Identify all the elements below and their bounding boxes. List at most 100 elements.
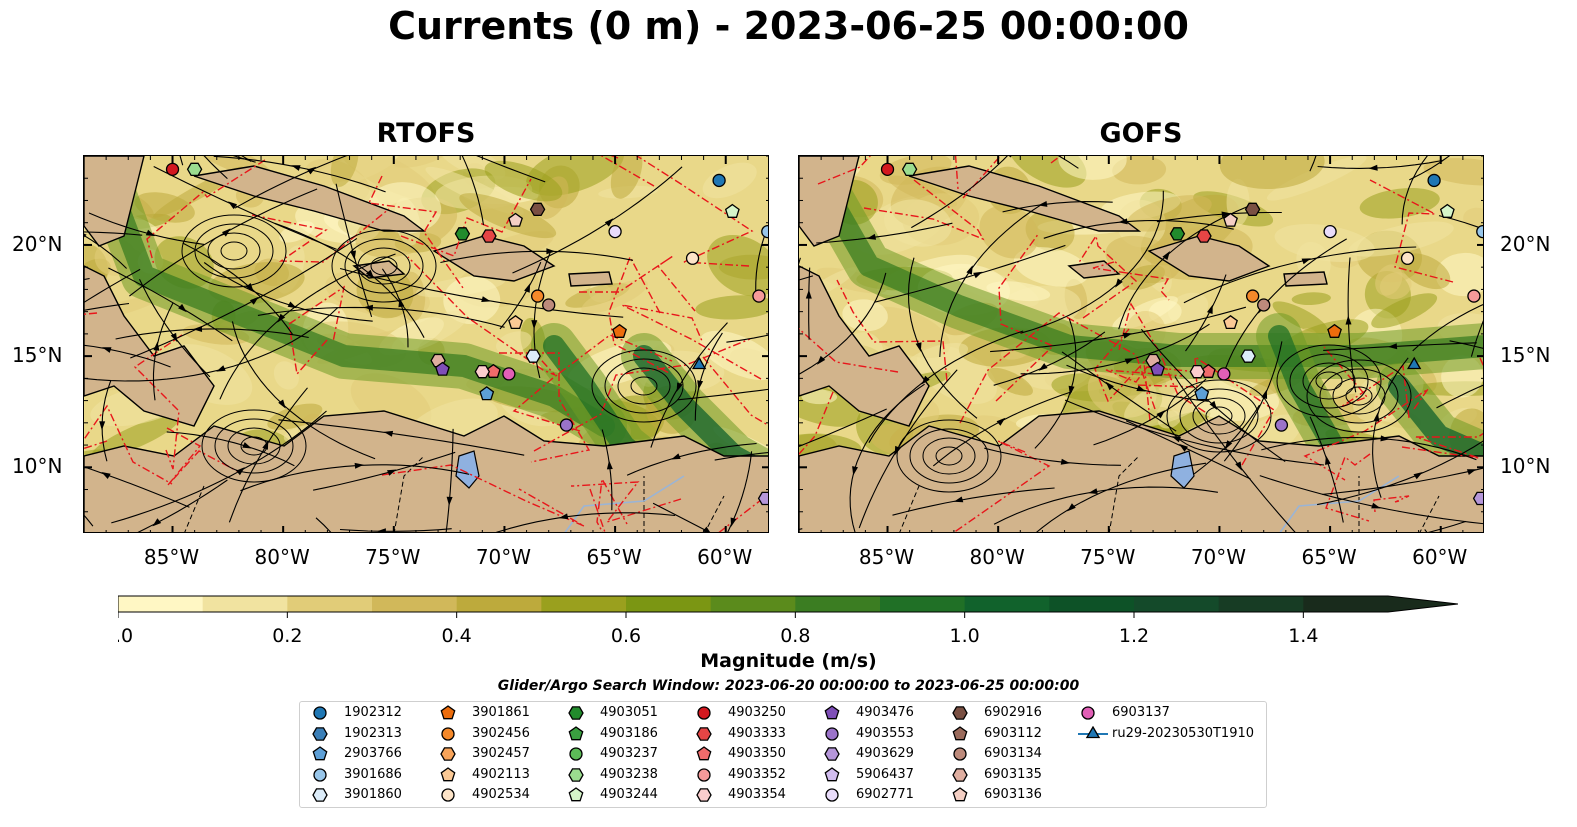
float-4902113 — [508, 314, 523, 330]
legend-marker — [696, 746, 712, 761]
float-3902456 — [1245, 289, 1260, 303]
search-window-label: Glider/Argo Search Window: 2023-06-20 00… — [497, 678, 1080, 694]
legend-label: 6903112 — [984, 725, 1042, 741]
x-tick-label: 85°W — [143, 545, 200, 569]
legend-marker — [568, 768, 584, 782]
float-3901860 — [1240, 349, 1256, 363]
colorbar-tick-label: 1.4 — [1288, 625, 1318, 647]
float-6903134 — [542, 298, 556, 312]
colorbar-segment — [795, 596, 881, 612]
colorbar-segment — [287, 596, 373, 612]
legend-marker — [824, 766, 840, 782]
legend-label: 4903629 — [856, 746, 914, 762]
x-tick-label: 80°W — [969, 545, 1025, 569]
colorbar-segment — [202, 596, 288, 612]
float-6902771 — [1323, 224, 1337, 239]
x-tick-label: 85°W — [858, 545, 915, 569]
legend-marker — [824, 747, 840, 761]
legend-label: 4903476 — [856, 705, 914, 720]
float-1902312 — [1427, 173, 1441, 188]
float-6903136 — [508, 212, 523, 227]
y-tick-label-right: 15°N — [1500, 343, 1551, 368]
legend-label: 4903051 — [600, 705, 658, 720]
float-4902534 — [685, 251, 700, 265]
float-4903250 — [880, 162, 895, 176]
colorbar-label: Magnitude (m/s) — [700, 650, 877, 672]
float-legend: 1902312 1902313 2903766 3901686 3901860 39018… — [299, 701, 1267, 808]
float-6902916 — [1244, 202, 1261, 217]
float-6903137 — [502, 367, 516, 381]
legend-label: 4903237 — [600, 746, 658, 762]
eez-boundaries — [799, 156, 1483, 532]
legend-marker — [568, 706, 584, 720]
float-4903250 — [165, 162, 180, 176]
colorbar-segment — [1134, 596, 1220, 612]
float-3901861 — [1327, 323, 1342, 338]
float-6903134 — [1257, 298, 1271, 312]
legend-marker — [568, 787, 584, 802]
map-panel-rtofs[interactable] — [83, 155, 769, 533]
legend-marker — [313, 768, 327, 782]
float-markers — [880, 162, 1483, 506]
legend-label: 3901861 — [472, 705, 530, 720]
float-4903238 — [186, 162, 203, 177]
float-4903476 — [435, 361, 450, 376]
legend-label: 5906437 — [856, 766, 914, 782]
x-tick-label: 75°W — [1080, 545, 1136, 569]
float-2903766 — [479, 386, 495, 401]
float-ru29-20230530T1910 — [691, 356, 707, 370]
float-markers — [165, 162, 768, 506]
legend-marker — [696, 726, 712, 741]
colorbar-segment — [456, 596, 542, 612]
legend-label: 4903333 — [728, 725, 786, 741]
land — [84, 156, 768, 532]
legend-label: 6902771 — [856, 787, 914, 803]
colorbar-segment — [118, 596, 204, 612]
legend-label: 4903244 — [600, 787, 658, 803]
x-tick-label: 60°W — [697, 545, 753, 569]
legend-marker — [440, 747, 456, 761]
legend-marker — [441, 788, 455, 803]
colorbar-tick-label: 0.0 — [118, 625, 133, 647]
float-4903333 — [1196, 229, 1212, 243]
x-tick-label: 75°W — [365, 545, 421, 569]
legend-marker — [440, 705, 456, 720]
float-4902534 — [1400, 251, 1415, 265]
y-tick-label-left: 15°N — [12, 343, 63, 368]
float-6902916 — [529, 202, 546, 217]
colorbar-segment — [626, 596, 712, 612]
legend-label: 4902534 — [472, 787, 530, 803]
legend-marker — [313, 706, 327, 720]
float-4903354 — [474, 364, 491, 379]
legend-label: 3902457 — [472, 746, 530, 762]
legend-marker — [312, 726, 328, 741]
legend-label: 1902313 — [344, 725, 402, 741]
legend-label: 3902456 — [472, 725, 530, 741]
legend-marker — [697, 768, 711, 782]
legend-marker — [952, 787, 968, 802]
x-tick-label: 65°W — [586, 545, 642, 569]
legend-marker — [1085, 725, 1101, 738]
x-tick-label: 60°W — [1412, 545, 1468, 569]
float-4903553 — [559, 418, 574, 432]
legend-label: 4903186 — [600, 725, 658, 741]
legend-label: 6903137 — [1112, 705, 1170, 720]
float-ru29-20230530T1910 — [1406, 356, 1422, 370]
legend-marker — [952, 768, 968, 782]
float-4903629 — [757, 491, 768, 506]
float-4903476 — [1150, 361, 1165, 376]
streamlines — [799, 156, 1483, 532]
float-4903333 — [481, 229, 497, 243]
legend-marker — [440, 766, 456, 782]
frame-ticks — [84, 156, 768, 532]
legend-label: 1902312 — [344, 705, 402, 720]
map-panel-gofs[interactable] — [798, 155, 1484, 533]
legend-marker — [952, 725, 968, 740]
float-3901686 — [761, 224, 768, 239]
legend-marker — [1081, 706, 1095, 720]
legend-label: 3901860 — [344, 787, 402, 803]
legend-label: 6903136 — [984, 787, 1042, 803]
y-tick-label-left: 20°N — [12, 231, 63, 256]
float-3902456 — [530, 289, 545, 303]
y-tick-label-right: 10°N — [1500, 454, 1551, 479]
